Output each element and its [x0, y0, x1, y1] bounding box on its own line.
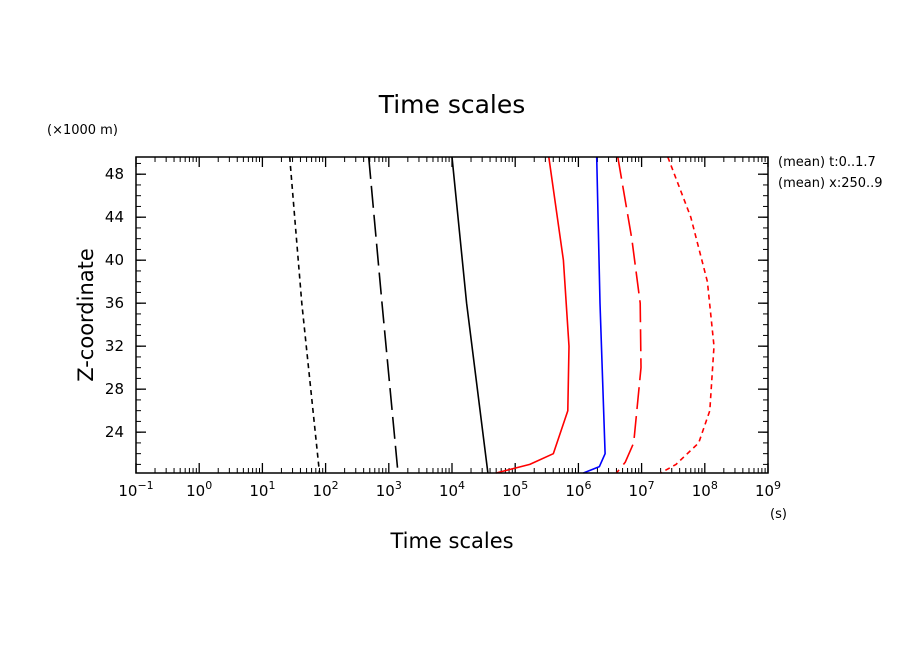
plot-frame: [135, 156, 769, 474]
x-tick-label: 103: [376, 479, 402, 500]
y-tick-labels: 24 28 32 36 40 44 48: [105, 165, 124, 441]
x-tick-label: 10−1: [118, 479, 153, 500]
annotation-x-mean: (mean) x:250..9: [778, 176, 883, 191]
major-ticks: [135, 157, 769, 473]
annotation-time-mean: (mean) t:0..1.7: [778, 155, 876, 170]
y-tick-label: 32: [105, 337, 124, 355]
x-tick-label: 109: [755, 479, 781, 500]
x-tick-label: 107: [629, 479, 655, 500]
x-tick-label: 104: [439, 479, 465, 500]
x-tick-label: 100: [186, 479, 212, 500]
x-tick-label: 105: [502, 479, 528, 500]
series-line-7: [660, 156, 715, 474]
y-tick-label: 28: [105, 380, 124, 398]
x-axis-label: Time scales: [389, 529, 513, 553]
x-tick-label: 102: [313, 479, 339, 500]
series-line-2: [367, 156, 399, 474]
x-tick-labels: 10−1 100 101 102 103 104 105 106 107 108 109: [118, 479, 781, 500]
minor-ticks: [136, 157, 768, 473]
series-line-3: [451, 156, 489, 474]
chart-title: Time scales: [378, 90, 526, 119]
series-line-4: [496, 156, 570, 474]
x-tick-label: 101: [249, 479, 275, 500]
x-tick-label: 108: [692, 479, 718, 500]
y-axis-unit: (×1000 m): [47, 123, 118, 138]
y-tick-label: 48: [105, 165, 124, 183]
series-group: [288, 156, 715, 474]
series-line-1: [288, 156, 321, 474]
y-tick-label: 36: [105, 294, 124, 312]
series-line-5: [583, 156, 606, 474]
y-tick-label: 40: [105, 251, 124, 269]
y-tick-label: 24: [105, 423, 124, 441]
x-tick-label: 106: [565, 479, 591, 500]
x-axis-unit: (s): [770, 507, 787, 522]
y-axis-label: Z-coordinate: [74, 248, 98, 382]
series-line-6: [615, 156, 642, 474]
y-tick-label: 44: [105, 208, 124, 226]
